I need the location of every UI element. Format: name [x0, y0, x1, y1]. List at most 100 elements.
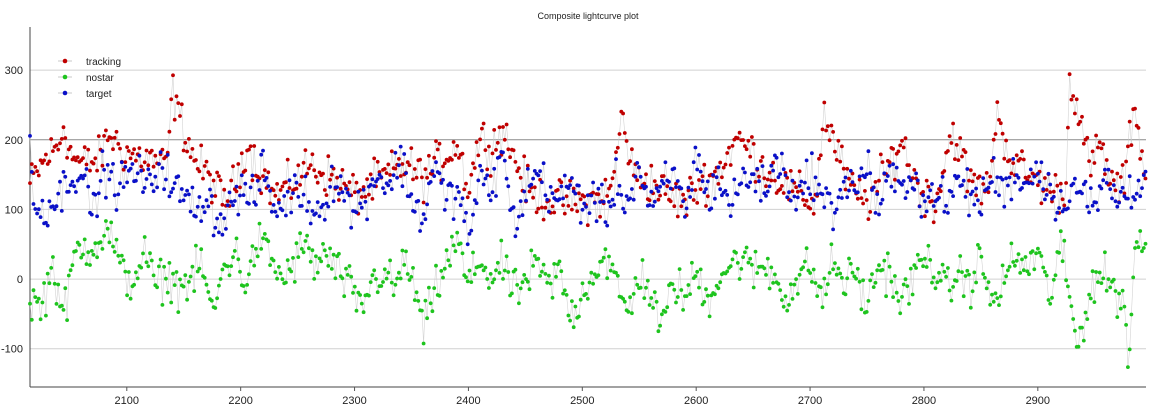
data-point-tracking — [820, 127, 825, 132]
data-point-nostar — [998, 294, 1003, 299]
data-point-tracking — [855, 196, 860, 201]
data-point-tracking — [1078, 119, 1083, 124]
data-point-target — [753, 189, 758, 194]
data-point-tracking — [896, 149, 901, 154]
data-point-nostar — [384, 276, 389, 281]
data-point-tracking — [171, 73, 175, 78]
data-point-target — [968, 192, 973, 197]
data-point-tracking — [1071, 94, 1076, 98]
data-point-nostar — [370, 273, 375, 278]
series-target-points — [28, 134, 1148, 247]
data-point-nostar — [118, 260, 122, 265]
data-point-nostar — [344, 266, 348, 271]
data-point-tracking — [1081, 141, 1086, 146]
data-point-target — [476, 178, 481, 183]
data-point-nostar — [506, 270, 511, 274]
data-point-nostar — [642, 296, 647, 300]
data-point-target — [31, 202, 36, 206]
data-point-nostar — [250, 244, 255, 249]
data-point-tracking — [900, 138, 904, 143]
data-point-target — [307, 200, 311, 204]
y-tick-label-0: 0 — [17, 274, 23, 286]
data-point-target — [1004, 176, 1008, 181]
data-point-target — [1103, 167, 1107, 172]
data-point-nostar — [149, 258, 154, 263]
data-point-target — [589, 193, 594, 198]
data-point-target — [794, 207, 798, 212]
data-point-target — [393, 150, 398, 155]
data-point-nostar — [236, 257, 241, 262]
y-tick-label-300: 300 — [5, 65, 23, 77]
data-point-target — [335, 185, 339, 190]
data-point-tracking — [690, 181, 694, 186]
data-point-target — [501, 150, 505, 155]
data-point-target — [1094, 200, 1098, 205]
data-point-tracking — [1104, 158, 1109, 162]
data-point-target — [38, 215, 43, 220]
data-point-nostar — [596, 273, 601, 278]
data-point-tracking — [728, 163, 733, 167]
data-point-nostar — [622, 299, 627, 304]
data-point-tracking — [275, 182, 279, 186]
data-point-nostar — [1113, 289, 1118, 293]
data-point-tracking — [527, 189, 532, 194]
data-point-nostar — [873, 280, 878, 285]
data-point-nostar — [119, 253, 124, 258]
data-point-tracking — [550, 204, 555, 209]
data-point-target — [47, 199, 52, 204]
data-point-target — [227, 190, 232, 195]
data-point-nostar — [453, 249, 458, 254]
data-point-tracking — [1110, 169, 1114, 174]
data-point-nostar — [40, 300, 45, 305]
data-point-nostar — [831, 267, 835, 272]
data-point-tracking — [596, 192, 601, 197]
data-point-nostar — [951, 285, 955, 289]
data-point-target — [799, 179, 804, 184]
data-point-target — [118, 181, 122, 186]
data-point-tracking — [825, 124, 830, 129]
data-point-nostar — [61, 308, 66, 312]
data-point-nostar — [584, 292, 588, 296]
data-point-nostar — [278, 271, 283, 276]
data-point-target — [45, 223, 50, 228]
data-point-tracking — [517, 166, 521, 171]
x-tick-label-2600: 2600 — [684, 395, 708, 406]
data-point-target — [432, 174, 437, 179]
data-point-nostar — [1122, 304, 1127, 309]
data-point-target — [315, 200, 320, 205]
data-point-nostar — [91, 252, 96, 257]
data-point-nostar — [921, 264, 925, 269]
data-point-nostar — [813, 281, 818, 285]
data-point-tracking — [1103, 172, 1107, 177]
data-point-tracking — [393, 166, 398, 171]
data-point-tracking — [522, 154, 527, 159]
y-tick-label-200: 200 — [5, 135, 23, 147]
data-point-tracking — [1122, 191, 1127, 196]
data-point-nostar — [397, 270, 401, 275]
data-point-tracking — [172, 117, 177, 122]
data-point-tracking — [278, 188, 283, 192]
data-point-target — [492, 166, 497, 171]
data-point-nostar — [65, 318, 69, 322]
data-point-nostar — [938, 278, 943, 283]
data-point-nostar — [794, 277, 798, 281]
data-point-nostar — [568, 318, 572, 323]
data-point-nostar — [589, 270, 594, 275]
data-point-target — [277, 200, 281, 205]
data-point-nostar — [702, 300, 707, 304]
data-point-tracking — [225, 199, 230, 204]
data-point-tracking — [1133, 106, 1137, 111]
data-point-tracking — [201, 176, 205, 181]
data-point-target — [354, 210, 359, 215]
data-point-tracking — [1113, 188, 1118, 193]
data-point-nostar — [292, 280, 297, 284]
data-point-nostar — [997, 303, 1001, 307]
data-point-tracking — [1000, 131, 1005, 136]
data-point-tracking — [56, 147, 61, 152]
data-point-tracking — [337, 198, 341, 202]
data-point-tracking — [751, 142, 756, 146]
data-point-target — [769, 163, 774, 168]
data-point-target — [204, 198, 209, 203]
data-point-nostar — [905, 284, 910, 288]
data-point-nostar — [382, 267, 387, 272]
